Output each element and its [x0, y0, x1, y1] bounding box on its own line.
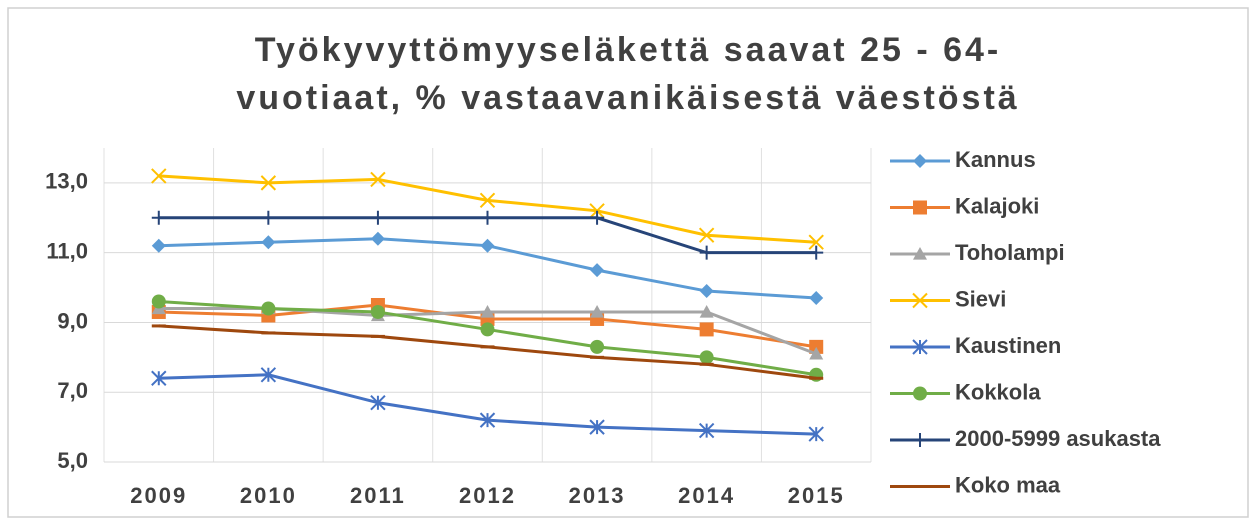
x-tick-label: 2015 — [788, 483, 845, 508]
marker — [699, 322, 714, 337]
legend-label: Kaustinen — [955, 333, 1061, 358]
legend-label: Kannus — [955, 147, 1036, 172]
y-tick-label: 9,0 — [57, 308, 88, 333]
chart-title: vuotiaat, % vastaavanikäisestä väestöstä — [236, 79, 1019, 117]
x-tick-label: 2013 — [569, 483, 626, 508]
marker — [370, 304, 385, 319]
marker — [699, 245, 714, 260]
legend-marker — [913, 386, 927, 401]
legend-marker — [913, 200, 927, 215]
marker — [590, 304, 605, 318]
marker — [151, 168, 167, 184]
marker — [261, 235, 276, 250]
marker — [808, 234, 824, 250]
chart-frame — [7, 7, 1249, 518]
marker — [479, 192, 496, 209]
marker — [261, 301, 276, 316]
marker — [260, 367, 277, 383]
marker — [699, 284, 714, 299]
legend-label: Sievi — [955, 286, 1006, 311]
legend-marker — [913, 154, 927, 168]
legend-label: 2000-5999 asukasta — [955, 426, 1161, 451]
marker — [480, 210, 495, 225]
marker — [151, 294, 166, 309]
marker — [370, 171, 386, 188]
marker — [590, 210, 605, 225]
chart-title: Työkyvyttömyyseläkettä saavat 25 - 64- — [255, 31, 1002, 69]
x-tick-label: 2010 — [240, 483, 297, 508]
legend-label: Koko maa — [955, 472, 1061, 497]
legend-marker — [913, 247, 927, 260]
marker — [151, 210, 166, 225]
marker — [151, 238, 166, 253]
legend-label: Kokkola — [955, 379, 1041, 404]
marker — [698, 422, 715, 439]
marker — [699, 350, 714, 365]
y-tick-label: 7,0 — [57, 378, 88, 403]
legend-label: Kalajoki — [955, 193, 1039, 218]
legend-marker — [912, 339, 928, 355]
marker — [808, 426, 824, 442]
marker — [590, 263, 605, 278]
x-tick-label: 2012 — [459, 483, 516, 508]
marker — [480, 304, 495, 318]
marker — [480, 322, 495, 337]
marker — [151, 370, 167, 386]
marker — [260, 175, 277, 191]
x-tick-label: 2011 — [350, 483, 406, 508]
marker — [480, 238, 495, 253]
legend-label: Toholampi — [955, 240, 1065, 265]
marker — [590, 339, 605, 354]
marker — [809, 245, 824, 260]
y-tick-label: 13,0 — [45, 169, 88, 194]
legend-marker — [912, 292, 928, 309]
x-tick-label: 2009 — [130, 483, 187, 508]
marker — [698, 227, 715, 243]
marker — [699, 304, 714, 318]
legend-marker — [913, 433, 927, 447]
marker — [261, 210, 276, 225]
marker — [370, 231, 385, 246]
marker — [809, 291, 824, 306]
y-tick-label: 11,0 — [46, 238, 88, 263]
x-tick-label: 2014 — [678, 483, 735, 508]
marker — [479, 412, 496, 428]
marker — [370, 210, 385, 225]
y-tick-label: 5,0 — [57, 448, 88, 473]
marker — [589, 419, 605, 435]
marker — [370, 394, 386, 411]
marker — [809, 346, 824, 360]
